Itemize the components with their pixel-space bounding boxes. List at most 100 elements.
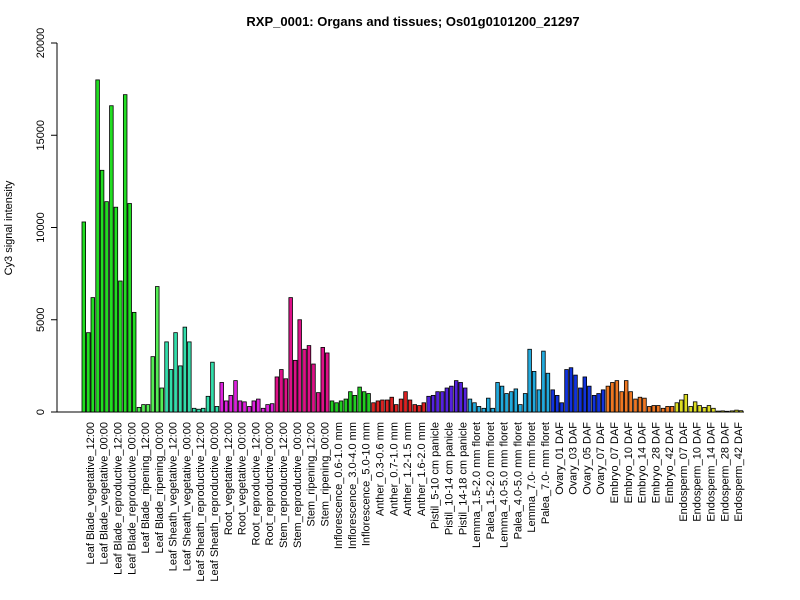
y-tick-label: 0 [35,409,47,415]
y-axis-label: Cy3 signal intensity [3,180,15,275]
bar [706,405,712,413]
bar [490,407,495,413]
bar [269,403,275,413]
category-label: Anther_0.3-0.6 mm [375,422,387,516]
bar [596,393,601,413]
bar [738,410,744,413]
bars [81,79,744,413]
category-label: Leaf Sheath_vegetative_12:00 [168,422,180,571]
category-label: Endosperm_14 DAF [706,422,718,522]
category-label: Anther_1.6-2.0 mm [416,422,428,516]
bar [191,407,197,413]
bar [633,398,638,413]
bar [316,392,321,413]
category-label: Endosperm_28 DAF [719,422,731,522]
bar [302,348,307,413]
category-label: Leaf Sheath_vegetative_00:00 [181,422,193,571]
bar [674,402,680,413]
category-label: Leaf Blade_ripening_12:00 [140,422,152,554]
bar [499,385,505,413]
bar [371,402,376,413]
bar [274,376,280,413]
bar [178,365,183,413]
bar [587,385,592,413]
bar [233,380,238,413]
bar [472,402,477,413]
bar [122,94,128,413]
bar [200,407,206,413]
category-label: Lemma_1.5-2.0 mm floret [471,422,483,548]
bar [486,397,491,413]
category-label: Leaf Sheath_reproductive_12:00 [195,422,207,582]
bar [366,393,371,413]
bar [329,400,335,413]
bar [688,406,693,413]
bar [173,332,178,413]
category-label: Stem_reproductive_00:00 [292,422,304,548]
bar [150,356,155,413]
bar [430,394,436,413]
category-label: Embryo_42 DAF [664,422,676,504]
bar [541,350,546,413]
bar [90,297,95,413]
bar [545,372,551,413]
bar [417,405,422,413]
bar [550,389,555,413]
bar [334,402,339,413]
bar [610,382,615,413]
bar [527,348,532,413]
bar [421,402,426,413]
bar [619,391,624,413]
bar [389,396,394,413]
bar [440,391,445,413]
category-label: Leaf Blade_reproductive_00:00 [126,422,138,575]
bar [665,406,670,413]
bar [375,400,381,413]
bar [352,394,358,413]
category-label: Leaf Blade_vegetative_12:00 [85,422,97,565]
bar [288,297,293,413]
bar [716,410,721,413]
bar [325,352,330,413]
bar [338,400,344,413]
bar [407,399,413,413]
bar [509,391,514,413]
category-label: Ovary_01 DAF [554,422,566,495]
y-tick-label: 10000 [35,212,47,243]
category-label: Embryo_10 DAF [623,422,635,504]
bar [196,408,201,413]
bar [444,387,450,413]
category-label: Leaf Blade_vegetative_00:00 [99,422,111,565]
bar [155,286,160,413]
bar [141,404,146,413]
bar [637,396,643,413]
bar [481,407,486,413]
category-labels: Leaf Blade_vegetative_12:00 Leaf Blade_ve… [85,422,745,582]
bar [256,398,261,413]
category-label: Pistil_10-14 cm panicle [444,422,456,535]
bar [136,406,142,413]
bar [164,341,169,413]
category-label: Endosperm_10 DAF [692,422,704,522]
bar [357,386,362,413]
bar [559,402,564,413]
category-label: Pistil_5-10 cm panicle [430,422,442,529]
category-label: Embryo_28 DAF [650,422,662,504]
bar [214,406,220,413]
bar [104,201,109,413]
bar [182,326,188,413]
y-tick-label: 5000 [35,308,47,332]
bar [467,398,473,413]
bar [495,382,500,413]
bar [311,363,316,413]
category-label: Root_reproductive_12:00 [250,422,262,546]
bar [426,395,431,413]
bar [476,406,482,413]
bar [702,406,707,413]
bar [651,405,656,413]
bar [86,332,91,413]
bar [600,389,606,413]
category-label: Leaf Blade_ripening_00:00 [154,422,166,554]
bar [127,203,132,413]
